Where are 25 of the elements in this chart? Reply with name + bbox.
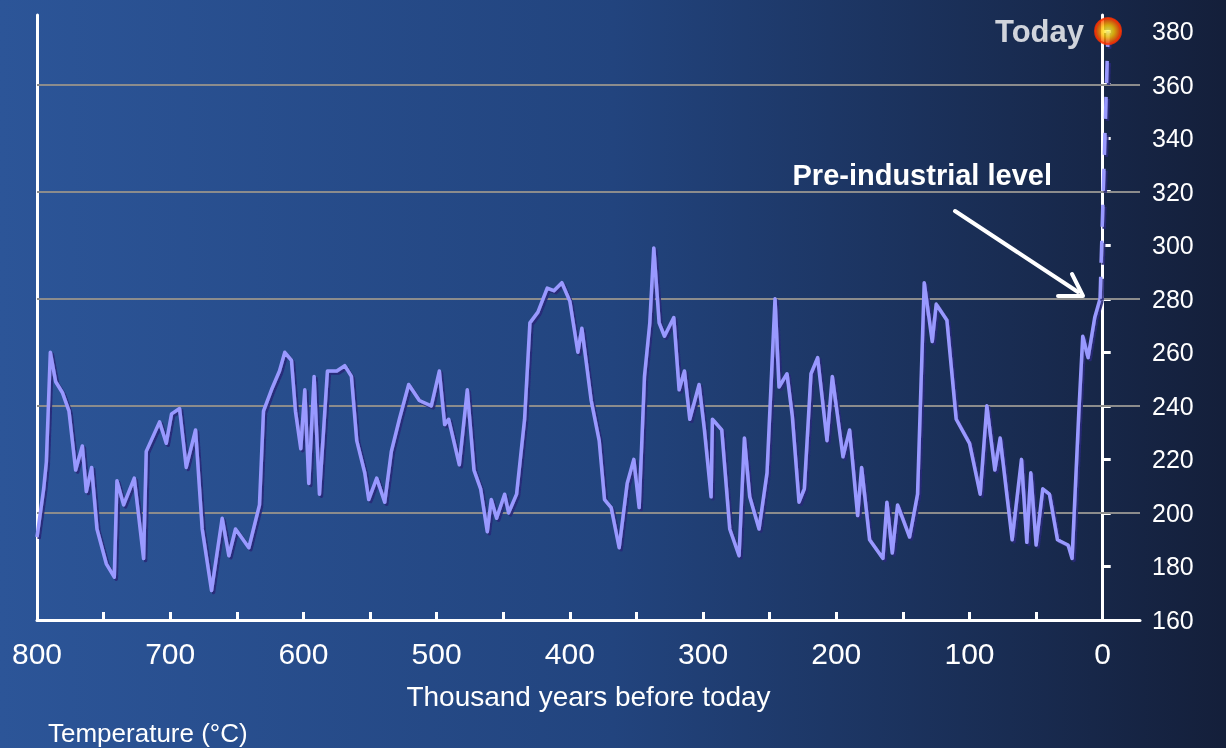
y-tick-label: 220 xyxy=(1152,445,1194,474)
y-tick-label: 280 xyxy=(1152,284,1194,313)
series-label: Today xyxy=(995,13,1085,49)
y-tick-label: 180 xyxy=(1152,552,1194,581)
y-tick-label: 260 xyxy=(1152,338,1194,367)
y-tick-label: 160 xyxy=(1152,606,1194,634)
y-tick-label: 360 xyxy=(1152,70,1194,99)
y-tick-label: 320 xyxy=(1152,177,1194,206)
x-tick-label: 800 xyxy=(11,636,63,670)
annotation: Pre-industrial level xyxy=(792,159,1052,191)
x-tick-label: 200 xyxy=(811,636,862,670)
x-tick-label: 300 xyxy=(678,636,729,670)
x-tick-label: 700 xyxy=(145,636,196,670)
text: Temperature (°C) xyxy=(48,718,248,748)
x-tick-label: 400 xyxy=(544,636,595,670)
y-tick-label: 380 xyxy=(1152,17,1194,46)
y-tick-label: 200 xyxy=(1152,498,1194,527)
x-tick-label: 500 xyxy=(411,636,462,670)
x-tick-label: 600 xyxy=(278,636,329,670)
y-tick-label: 300 xyxy=(1152,231,1194,260)
y-tick-label: 340 xyxy=(1152,124,1194,153)
x-axis-title: Thousand years before today xyxy=(406,680,771,712)
x-tick-label: 0 xyxy=(1094,636,1112,670)
x-tick-label: 100 xyxy=(944,636,995,670)
y-tick-label: 240 xyxy=(1152,391,1194,420)
